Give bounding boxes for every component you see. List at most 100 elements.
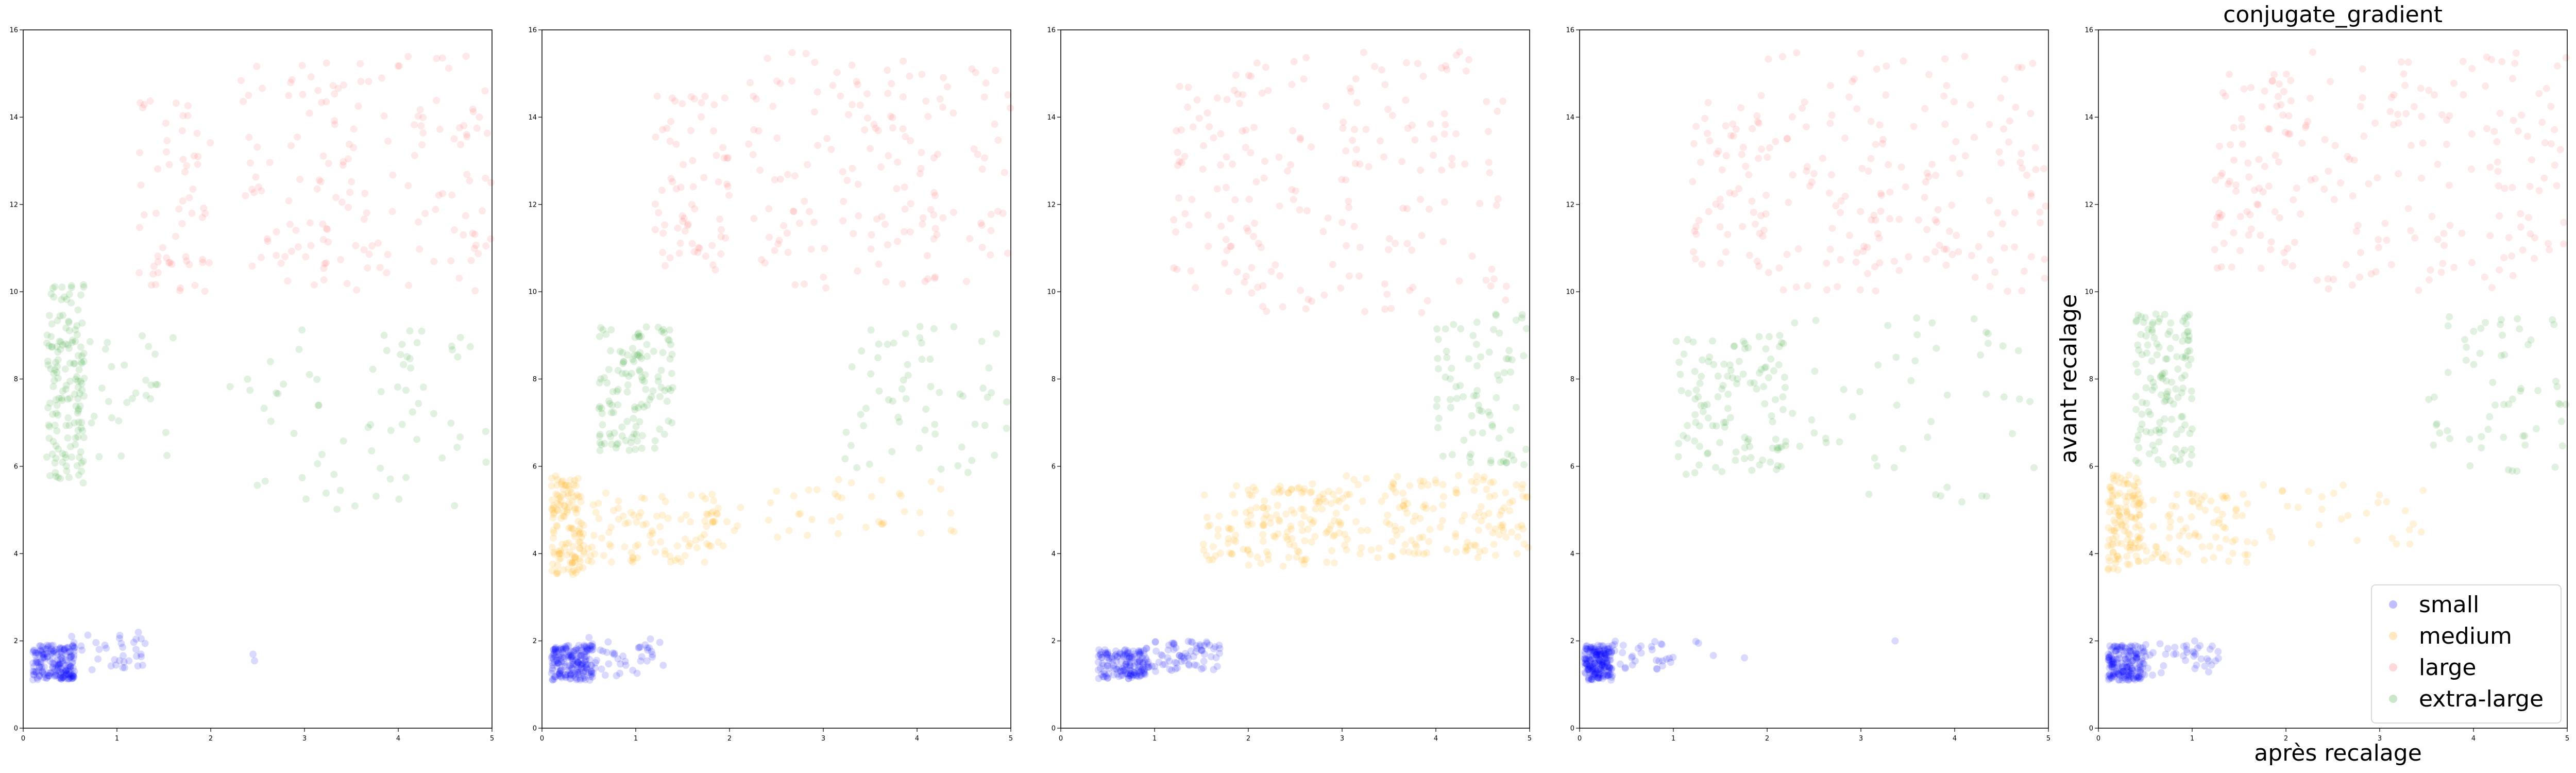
scatter-point <box>873 215 880 223</box>
scatter-point <box>574 646 582 653</box>
scatter-point <box>2547 103 2555 110</box>
scatter-point <box>78 459 86 467</box>
scatter-point <box>790 208 798 215</box>
scatter-point <box>60 646 68 653</box>
scatter-point <box>456 333 464 341</box>
scatter-point <box>1873 65 1880 73</box>
scatter-point <box>1287 161 1295 169</box>
scatter-point <box>1808 416 1816 424</box>
scatter-point <box>918 148 925 156</box>
scatter-point <box>1416 515 1424 523</box>
scatter-point <box>1228 550 1236 558</box>
scatter-point <box>76 390 83 397</box>
scatter-point <box>610 507 618 514</box>
scatter-point <box>323 259 330 267</box>
scatter-point <box>1272 261 1279 268</box>
scatter-point <box>710 497 718 505</box>
scatter-point <box>963 278 970 285</box>
scatter-point <box>415 218 422 226</box>
scatter-point <box>1139 661 1147 668</box>
scatter-point <box>700 174 708 181</box>
scatter-point <box>65 291 73 298</box>
scatter-point <box>1456 48 1464 56</box>
scatter-point <box>1279 303 1286 311</box>
scatter-point <box>40 651 47 659</box>
scatter-point <box>1140 670 1147 678</box>
scatter-point <box>557 666 565 674</box>
scatter-point <box>2207 497 2215 505</box>
scatter-point <box>561 643 569 650</box>
scatter-point <box>1772 435 1780 443</box>
scatter-point <box>2284 245 2292 253</box>
scatter-point <box>1483 485 1490 493</box>
scatter-point <box>416 245 423 253</box>
scatter-point <box>1481 547 1488 554</box>
scatter-point <box>887 112 894 120</box>
scatter-point <box>482 459 490 466</box>
scatter-point <box>2360 132 2368 140</box>
scatter-point <box>714 511 721 518</box>
scatter-point <box>49 663 57 670</box>
scatter-point <box>1232 531 1240 539</box>
scatter-point <box>2530 255 2538 262</box>
scatter-point <box>340 81 347 89</box>
scatter-point <box>2271 208 2279 216</box>
scatter-point <box>299 91 307 98</box>
scatter-point <box>1242 144 1249 152</box>
scatter-point <box>565 503 573 511</box>
scatter-point <box>1692 386 1700 394</box>
scatter-point <box>108 414 115 422</box>
scatter-point <box>636 349 644 357</box>
scatter-point <box>2018 164 2026 172</box>
scatter-point <box>1319 228 1327 236</box>
scatter-point <box>1756 461 1764 469</box>
scatter-point <box>139 104 146 112</box>
scatter-point <box>629 356 637 363</box>
scatter-point <box>2526 182 2534 190</box>
scatter-point <box>286 221 294 228</box>
scatter-point <box>1925 71 1933 78</box>
scatter-point <box>557 652 565 660</box>
scatter-point <box>41 650 48 658</box>
y-tick-label: 0 <box>1052 725 1056 733</box>
figure-xlabel: après recalage <box>2254 740 2422 766</box>
scatter-point <box>1879 136 1887 143</box>
scatter-point <box>320 276 328 284</box>
scatter-point <box>658 511 666 519</box>
scatter-point <box>548 669 555 677</box>
scatter-point <box>1442 325 1449 333</box>
scatter-point <box>2490 128 2498 136</box>
scatter-point <box>720 154 728 162</box>
scatter-point <box>1195 114 1203 122</box>
scatter-point <box>629 666 637 674</box>
scatter-point <box>849 100 856 108</box>
scatter-point <box>469 229 477 237</box>
scatter-point <box>49 664 57 671</box>
scatter-point <box>2555 399 2563 407</box>
scatter-point <box>1464 539 1471 546</box>
scatter-point <box>557 549 565 557</box>
scatter-point <box>654 324 662 331</box>
scatter-point <box>260 405 268 412</box>
scatter-point <box>2470 327 2478 335</box>
scatter-point <box>1289 127 1297 135</box>
y-tick-label: 12 <box>528 201 537 209</box>
scatter-point <box>69 643 76 650</box>
scatter-point <box>625 373 633 380</box>
scatter-point <box>1278 487 1285 495</box>
scatter-point <box>1477 503 1485 511</box>
scatter-point <box>1336 521 1344 529</box>
scatter-point <box>1319 495 1327 502</box>
scatter-point <box>1126 672 1134 680</box>
scatter-point <box>1386 235 1393 243</box>
scatter-point <box>1302 54 1310 61</box>
scatter-point <box>1504 450 1512 458</box>
scatter-point <box>471 230 479 238</box>
scatter-point <box>1104 651 1111 659</box>
scatter-point <box>1469 332 1477 340</box>
scatter-point <box>1399 490 1407 497</box>
scatter-point <box>1116 649 1124 657</box>
scatter-point <box>1215 512 1223 520</box>
scatter-point <box>1320 291 1328 299</box>
scatter-point <box>862 405 870 412</box>
